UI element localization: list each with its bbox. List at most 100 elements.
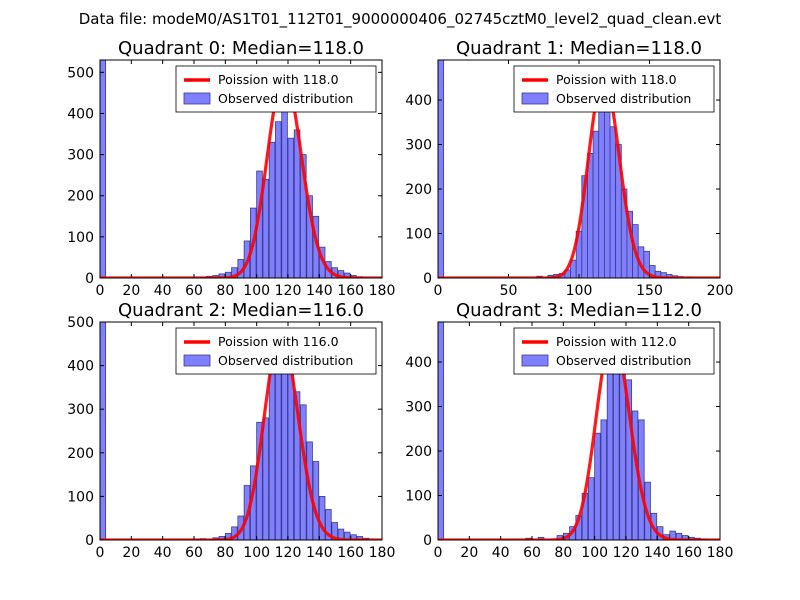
- y-tick-label: 200: [67, 446, 94, 462]
- x-tick-label: 120: [275, 283, 302, 299]
- y-tick-label: 400: [67, 106, 94, 122]
- histogram-bar: [293, 391, 301, 540]
- y-tick-label: 300: [67, 402, 94, 418]
- histogram-bar: [603, 99, 611, 278]
- histogram-bar: [318, 495, 326, 540]
- x-tick-label: 40: [154, 545, 172, 561]
- histogram-bar: [275, 347, 282, 540]
- poisson-curve: [438, 333, 720, 540]
- quadrant-1-title: Quadrant 1: Median=118.0: [456, 38, 702, 59]
- x-tick-label: 100: [243, 545, 270, 561]
- y-tick-label: 0: [85, 533, 94, 549]
- histogram-bar: [281, 88, 288, 278]
- histogram-bar: [281, 356, 288, 540]
- y-tick-label: 300: [405, 138, 432, 154]
- x-tick-label: 0: [434, 283, 443, 299]
- x-tick-label: 100: [566, 283, 593, 299]
- legend: Poission with 116.0 Observed distribution: [175, 327, 377, 375]
- legend-poisson-label: Poission with 112.0: [556, 334, 677, 349]
- x-tick-label: 160: [675, 545, 702, 561]
- x-tick-label: 120: [275, 545, 302, 561]
- x-tick-label: 150: [636, 283, 663, 299]
- histogram-bar: [598, 90, 605, 278]
- quadrant-3-plot: 0 20 40 60 80 100 120 140 160 180 0 100 200 300 400 Qua…: [405, 300, 733, 561]
- x-tick-label: 100: [243, 283, 270, 299]
- histogram-bar: [287, 369, 295, 540]
- histogram-bar: [682, 535, 689, 540]
- x-tick-label: 80: [554, 545, 572, 561]
- x-tick-label: 160: [337, 545, 364, 561]
- x-tick-label: 120: [613, 545, 640, 561]
- histogram-bar: [625, 379, 633, 540]
- x-tick-label: 60: [185, 545, 203, 561]
- histogram-bar: [438, 60, 445, 278]
- histogram-bar: [268, 141, 276, 278]
- x-tick-label: 0: [96, 545, 105, 561]
- panels: 0 20 40 60 80 100 120 140 160 1800100200300400500…: [67, 38, 733, 561]
- histogram-bar: [300, 154, 307, 278]
- axes-frame: [99, 321, 383, 541]
- histogram-bar: [592, 130, 600, 278]
- poisson-curve: [100, 74, 382, 278]
- histogram-bar: [600, 419, 607, 540]
- y-tick-label: 400: [405, 93, 432, 109]
- histogram-bar: [675, 532, 683, 540]
- quadrant-3-title: Quadrant 3: Median=112.0: [456, 300, 702, 321]
- x-tick-label: 20: [122, 283, 140, 299]
- x-tick-label: 140: [306, 545, 333, 561]
- y-tick-label: 500: [67, 65, 94, 81]
- x-tick-label: 60: [523, 545, 541, 561]
- y-tick-label: 400: [405, 355, 432, 371]
- quadrant-0-title: Quadrant 0: Median=118.0: [118, 38, 364, 59]
- legend-bar-swatch: [183, 354, 211, 367]
- histogram-bar: [643, 250, 650, 278]
- y-tick-label: 100: [67, 230, 94, 246]
- legend-poisson-label: Poission with 118.0: [556, 72, 677, 87]
- histogram-bar: [262, 417, 269, 540]
- y-tick-label: 300: [405, 400, 432, 416]
- x-tick-label: 160: [337, 283, 364, 299]
- legend-bar-swatch: [183, 92, 211, 105]
- quadrant-0-plot: 0 20 40 60 80 100 120 140 160 180 0 100 200 300 400 500…: [67, 38, 395, 299]
- y-tick-label: 200: [405, 444, 432, 460]
- histogram-bar: [100, 322, 107, 540]
- quadrant-1-plot: 0 50 100 150 200 0 100 200 300 400 Quadrant 1: Med…: [405, 38, 733, 299]
- histogram-bar: [306, 195, 313, 278]
- histogram-bar: [669, 530, 676, 540]
- legend-bar-swatch: [521, 92, 549, 105]
- x-tick-label: 0: [434, 545, 443, 561]
- x-tick-label: 20: [460, 545, 478, 561]
- y-tick-label: 200: [67, 189, 94, 205]
- x-tick-label: 40: [154, 283, 172, 299]
- quadrant-2-plot: 0 20 40 60 80 100 120 140 160 180 0 100 200 300 400 500…: [67, 300, 395, 561]
- legend: Poission with 118.0 Observed distribution: [175, 65, 377, 113]
- y-tick-label: 400: [67, 359, 94, 375]
- histogram-bar: [438, 322, 445, 540]
- y-tick-label: 100: [67, 489, 94, 505]
- x-tick-label: 0: [96, 283, 105, 299]
- histogram-bar: [356, 536, 363, 540]
- x-tick-label: 140: [644, 545, 671, 561]
- legend-poisson-label: Poission with 118.0: [218, 72, 339, 87]
- x-tick-label: 20: [122, 545, 140, 561]
- histogram-bar: [587, 153, 594, 278]
- histogram-bar: [268, 365, 276, 540]
- x-tick-label: 180: [369, 545, 396, 561]
- histogram-bar: [325, 509, 332, 540]
- legend-poisson-label: Poission with 116.0: [218, 334, 339, 349]
- y-tick-label: 100: [405, 227, 432, 243]
- histogram-bar: [100, 60, 107, 278]
- x-tick-label: 200: [707, 283, 734, 299]
- histogram-bar: [256, 421, 263, 540]
- histogram-bar: [609, 126, 617, 278]
- y-tick-label: 0: [423, 271, 432, 287]
- x-tick-label: 80: [216, 283, 234, 299]
- legend: Poission with 112.0 Observed distribution: [513, 327, 715, 375]
- axes-frame: [437, 321, 721, 541]
- histogram-bar: [293, 129, 301, 278]
- y-tick-label: 500: [67, 315, 94, 331]
- histogram-bar: [275, 121, 282, 278]
- histogram-bar: [588, 477, 595, 540]
- x-tick-label: 180: [369, 283, 396, 299]
